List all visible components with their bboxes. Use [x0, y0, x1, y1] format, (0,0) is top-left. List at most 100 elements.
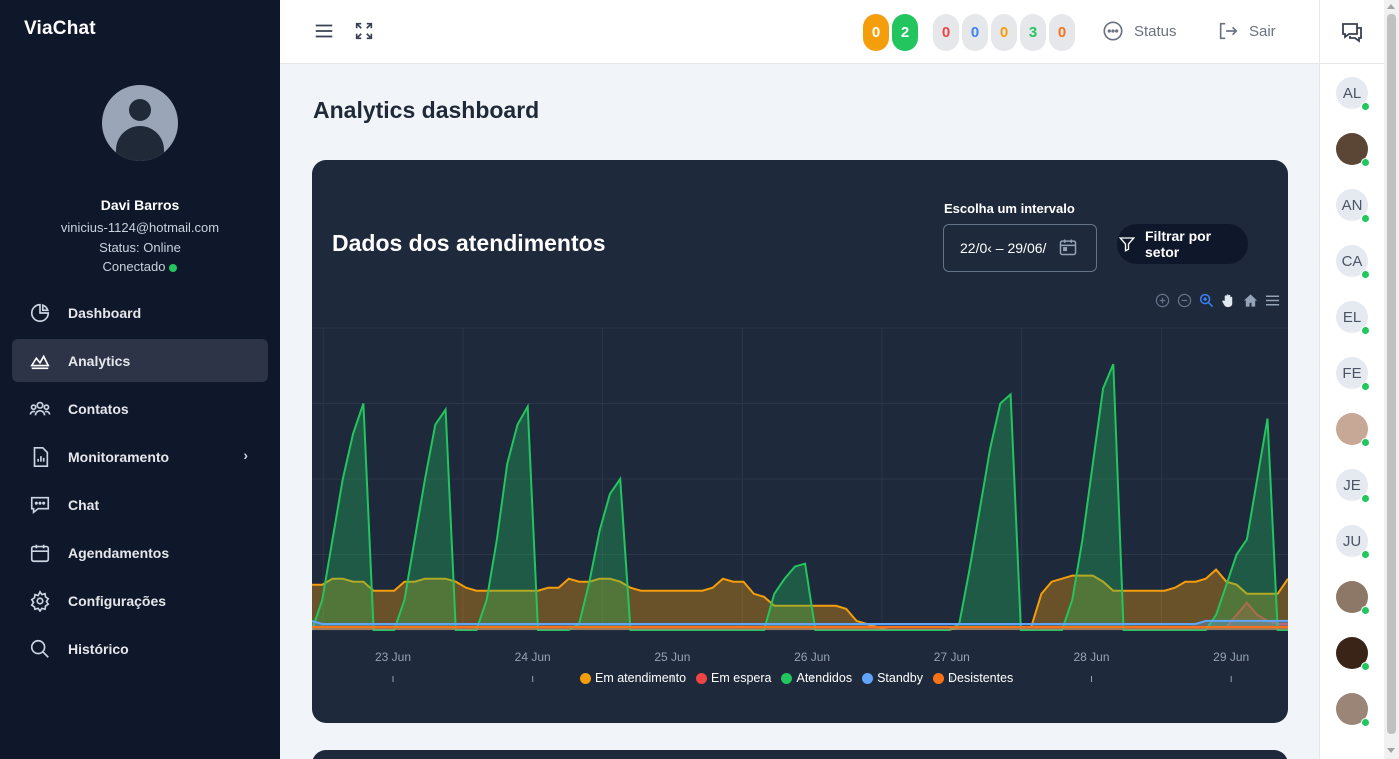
contact-avatar[interactable] — [1336, 413, 1370, 447]
series-line[interactable] — [312, 568, 1288, 631]
calendar-icon[interactable] — [1058, 237, 1078, 260]
contact-avatar[interactable]: AN — [1336, 189, 1370, 223]
users-icon — [28, 397, 52, 421]
user-name: Davi Barros — [100, 197, 180, 213]
contact-avatar[interactable]: AL — [1336, 77, 1370, 111]
series-line[interactable] — [312, 363, 1288, 631]
pan-hand-icon[interactable] — [1220, 292, 1236, 308]
sidebar-item-analytics[interactable]: Analytics — [12, 339, 268, 382]
date-range-input[interactable]: 22/0‹ – 29/06/ — [943, 224, 1097, 272]
contact-initials: CA — [1341, 252, 1363, 270]
range-label: Escolha um intervalo — [944, 201, 1075, 216]
legend-item[interactable]: Standby — [862, 671, 923, 685]
user-email: vinicius-1124@hotmail.com — [60, 220, 220, 235]
pie-chart-icon — [28, 301, 52, 325]
contact-avatar[interactable] — [1336, 693, 1370, 727]
series-area — [312, 364, 1288, 630]
selection-zoom-icon[interactable] — [1198, 292, 1214, 308]
status-label: Status — [1134, 22, 1177, 40]
status-button[interactable]: Status — [1102, 20, 1177, 42]
zoom-out-icon[interactable] — [1176, 292, 1192, 308]
online-dot — [1361, 662, 1370, 671]
contact-initials: JE — [1343, 476, 1361, 494]
badge-count[interactable]: 0 — [991, 14, 1017, 51]
chart-card: Dados dos atendimentos Escolha um interv… — [312, 160, 1288, 723]
sidebar-item-label: Chat — [68, 496, 100, 513]
sidebar-item-agendamentos[interactable]: Agendamentos — [12, 531, 268, 574]
online-dot — [1361, 438, 1370, 447]
contact-initials: FE — [1342, 364, 1362, 382]
contacts-rail: AL AN CA EL FE JE JU — [1319, 0, 1384, 759]
badge-count[interactable]: 0 — [1049, 14, 1075, 51]
menu-icon[interactable] — [313, 20, 337, 44]
sidebar-item-chat[interactable]: Chat — [12, 483, 268, 526]
legend-label: Desistentes — [947, 671, 1014, 685]
logout-icon — [1219, 22, 1238, 40]
badge-count[interactable]: 2 — [892, 14, 918, 51]
brand-logo[interactable]: ViaChat — [24, 18, 96, 39]
sidebar-item-historico[interactable]: Histórico — [12, 627, 268, 670]
date-range-value: 22/0‹ – 29/06/ — [960, 240, 1047, 256]
x-tick-label: 29 Jun — [1213, 650, 1249, 664]
contact-avatar[interactable] — [1336, 133, 1370, 167]
legend-marker — [580, 672, 591, 684]
legend-label: Standby — [877, 671, 923, 685]
topbar: 0 2 0 0 0 3 0 Status Sair — [280, 0, 1319, 64]
legend-item[interactable]: Desistentes — [932, 671, 1014, 685]
x-tick-label: 26 Jun — [794, 650, 830, 664]
page-scrollbar[interactable] — [1384, 0, 1399, 759]
chat-icon — [28, 493, 52, 517]
badge-count[interactable]: 0 — [933, 14, 959, 51]
online-dot — [1361, 494, 1370, 503]
contact-avatar[interactable]: CA — [1336, 245, 1370, 279]
sidebar-item-monitoramento[interactable]: Monitoramento › — [12, 435, 268, 478]
legend-label: Atendidos — [796, 671, 853, 685]
sidebar-item-dashboard[interactable]: Dashboard — [12, 291, 268, 334]
sidebar-item-label: Dashboard — [68, 304, 142, 321]
chats-toggle[interactable] — [1320, 0, 1384, 64]
area-chart-icon — [28, 349, 52, 373]
x-tick-label: 25 Jun — [654, 650, 690, 664]
chart-legend: Em atendimento Em espera Atendidos Standby D… — [580, 671, 1013, 685]
contact-avatar[interactable] — [1336, 637, 1370, 671]
logout-button[interactable]: Sair — [1217, 20, 1276, 42]
connection-status: Conectado — [0, 259, 280, 274]
report-icon — [28, 445, 52, 469]
legend-item[interactable]: Em atendimento — [580, 671, 686, 685]
secondary-card — [312, 750, 1288, 759]
legend-item[interactable]: Em espera — [696, 671, 771, 685]
user-avatar[interactable] — [102, 85, 178, 161]
attendance-area-chart[interactable]: 23 Jun 24 Jun 25 Jun 26 Jun 27 Jun 28 Jun 29 J… — [312, 320, 1288, 710]
series-area — [312, 569, 1288, 630]
online-dot — [1361, 718, 1370, 727]
x-tick-label: 24 Jun — [515, 650, 551, 664]
contact-avatar[interactable]: FE — [1336, 357, 1370, 391]
contact-avatar[interactable]: JE — [1336, 469, 1370, 503]
filter-sector-button[interactable]: Filtrar por setor — [1117, 224, 1248, 264]
online-dot — [1361, 550, 1370, 559]
search-icon — [28, 637, 52, 661]
x-tick-label: 23 Jun — [375, 650, 411, 664]
sidebar-item-label: Analytics — [68, 352, 131, 369]
reset-home-icon[interactable] — [1242, 292, 1258, 308]
chart-menu-icon[interactable] — [1264, 292, 1280, 308]
sidebar-item-contatos[interactable]: Contatos — [12, 387, 268, 430]
legend-item[interactable]: Atendidos — [781, 671, 852, 685]
online-dot — [1361, 214, 1370, 223]
badge-count[interactable]: 3 — [1020, 14, 1046, 51]
online-dot — [1361, 382, 1370, 391]
contact-avatar[interactable]: JU — [1336, 525, 1370, 559]
series-line[interactable] — [312, 619, 1288, 625]
contact-initials: AL — [1342, 84, 1362, 102]
card-title: Dados dos atendimentos — [332, 230, 606, 256]
contact-avatar[interactable]: EL — [1336, 301, 1370, 335]
chevron-right-icon[interactable]: › — [243, 447, 248, 463]
filter-icon — [1118, 237, 1136, 252]
contact-avatar[interactable] — [1336, 581, 1370, 615]
sidebar-item-configuracoes[interactable]: Configurações — [12, 579, 268, 622]
zoom-in-icon[interactable] — [1154, 292, 1170, 308]
legend-marker — [696, 672, 708, 684]
badge-count[interactable]: 0 — [863, 14, 889, 51]
fullscreen-icon[interactable] — [353, 20, 377, 44]
badge-count[interactable]: 0 — [962, 14, 988, 51]
